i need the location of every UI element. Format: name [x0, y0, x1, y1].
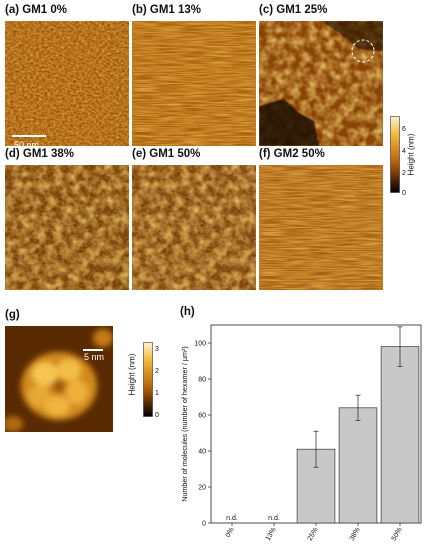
afm-image-b	[132, 21, 256, 146]
panel-d: (d) GM1 38%	[5, 147, 129, 290]
colorbar-main-gradient	[390, 116, 400, 193]
x-tick-label: 25%	[307, 527, 320, 543]
y-tick-label: 40	[198, 449, 206, 456]
colorbar-g-tick: 0	[155, 412, 159, 419]
afm-image-f	[259, 165, 383, 290]
bar	[338, 407, 378, 524]
data-label: n.d.	[226, 515, 238, 522]
bar-chart: 0 20 40 60 80 100 n.d. 0% n.d. 13% 25% 38% 50% Number…	[180, 324, 422, 543]
afm-image-e	[132, 165, 256, 290]
x-tick-label: 0%	[225, 527, 236, 539]
x-tick-label: 13%	[265, 527, 278, 543]
y-tick-label: 80	[198, 377, 206, 384]
colorbar-main-tick: 2	[402, 170, 406, 177]
y-tick-label: 60	[198, 413, 206, 420]
scale-bar-g-label: 5 nm	[84, 352, 104, 362]
colorbar-g-gradient	[143, 342, 153, 417]
panel-c: (c) GM1 25%	[259, 3, 383, 146]
y-axis-label: Number of molecules (number of hexamer /…	[180, 346, 189, 502]
panel-b: (b) GM1 13%	[132, 3, 256, 146]
afm-image-g: 5 nm	[5, 326, 113, 432]
panel-e-label: (e) GM1 50%	[132, 148, 201, 160]
afm-image-a: 50 nm	[5, 21, 129, 146]
bar	[380, 346, 420, 524]
panel-a-label: (a) GM1 0%	[5, 4, 67, 16]
afm-image-c	[259, 21, 383, 146]
panel-a: (a) GM1 0% 50 nm	[5, 3, 129, 146]
data-label: n.d.	[268, 515, 280, 522]
colorbar-g-tick: 1	[155, 390, 159, 397]
afm-image-d	[5, 165, 129, 290]
panel-g-label: (g)	[5, 309, 20, 321]
colorbar-g-title: Height (nm)	[127, 353, 137, 396]
colorbar-main-title: Height (nm)	[406, 133, 416, 176]
panel-b-label: (b) GM1 13%	[132, 4, 202, 16]
colorbar-g-tick: 3	[155, 346, 159, 353]
highlight-circle	[351, 39, 375, 63]
y-tick-label: 0	[202, 521, 206, 528]
panel-e: (e) GM1 50%	[132, 147, 256, 290]
colorbar-main-tick: 4	[402, 148, 406, 155]
colorbar-main-tick: 6	[402, 126, 406, 133]
colorbar-g-tick: 2	[155, 368, 159, 375]
panel-h-label: (h)	[180, 306, 195, 318]
y-tick-label: 100	[194, 341, 206, 348]
colorbar-main-tick: 0	[402, 190, 406, 197]
panel-h: (h) 0 20 40 60 80 100 n.d. 0% n.d. 13% 25% 38% 50% Nu…	[168, 305, 430, 550]
panel-c-label: (c) GM1 25%	[259, 4, 328, 16]
scale-bar-g-line	[83, 349, 103, 351]
colorbar-main: 6 4 2 0 Height (nm)	[390, 112, 430, 198]
panel-g: (g) 5 nm 3 2 1 0 Height (nm)	[5, 308, 160, 433]
y-tick-label: 20	[198, 485, 206, 492]
panel-f: (f) GM2 50%	[259, 147, 383, 290]
scale-bar-label: 50 nm	[14, 140, 39, 146]
panel-d-label: (d) GM1 38%	[5, 148, 75, 160]
panel-f-label: (f) GM2 50%	[259, 148, 325, 160]
colorbar-g: 3 2 1 0	[143, 338, 173, 419]
scale-bar-line	[12, 135, 46, 137]
x-tick-label: 38%	[349, 527, 362, 543]
x-tick-label: 50%	[391, 527, 404, 543]
